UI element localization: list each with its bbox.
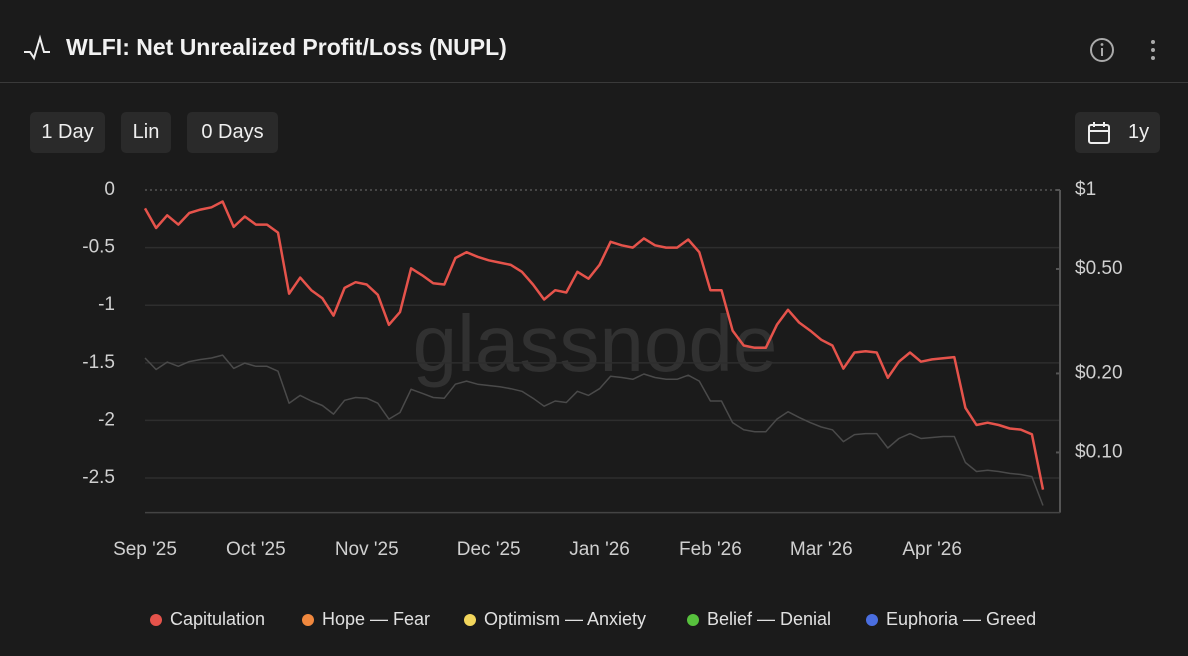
y-tick-label: -0.5 bbox=[82, 237, 115, 258]
y2-tick-label: $0.50 bbox=[1075, 258, 1123, 279]
average-button[interactable]: 0 Days bbox=[187, 112, 278, 153]
x-tick-label: Oct '25 bbox=[226, 539, 286, 560]
x-tick-label: Jan '26 bbox=[569, 539, 630, 560]
legend-label: Hope — Fear bbox=[322, 609, 430, 629]
y-tick-label: -1 bbox=[98, 294, 115, 315]
legend-swatch bbox=[150, 614, 162, 626]
y-tick-label: -2.5 bbox=[82, 467, 115, 488]
info-button[interactable] bbox=[1089, 37, 1115, 63]
range-button[interactable]: 1y bbox=[1075, 112, 1160, 153]
legend-label: Euphoria — Greed bbox=[886, 609, 1036, 629]
y2-tick-label: $1 bbox=[1075, 179, 1096, 200]
y2-tick-label: $0.20 bbox=[1075, 362, 1123, 383]
x-tick-label: Nov '25 bbox=[335, 539, 399, 560]
x-tick-label: Apr '26 bbox=[902, 539, 962, 560]
range-label: 1y bbox=[1128, 121, 1150, 143]
calendar-icon bbox=[1088, 122, 1110, 144]
y-tick-label: 0 bbox=[104, 179, 115, 200]
legend-label: Belief — Denial bbox=[707, 609, 831, 629]
menu-button[interactable] bbox=[1145, 37, 1161, 63]
y-tick-label: -1.5 bbox=[82, 352, 115, 373]
legend-swatch bbox=[687, 614, 699, 626]
y2-tick-label: $0.10 bbox=[1075, 441, 1123, 462]
x-tick-label: Mar '26 bbox=[790, 539, 853, 560]
legend-label: Optimism — Anxiety bbox=[484, 609, 646, 629]
legend-swatch bbox=[464, 614, 476, 626]
y-tick-label: -2 bbox=[98, 409, 115, 430]
chart-icon bbox=[24, 34, 50, 61]
legend-swatch bbox=[866, 614, 878, 626]
title: WLFI: Net Unrealized Profit/Loss (NUPL) bbox=[66, 34, 507, 60]
x-tick-label: Feb '26 bbox=[679, 539, 742, 560]
x-tick-label: Sep '25 bbox=[113, 539, 177, 560]
nupl-line bbox=[143, 200, 1045, 490]
scale-button[interactable]: Lin bbox=[121, 112, 171, 153]
watermark: glassnode bbox=[413, 299, 778, 388]
legend-label: Capitulation bbox=[170, 609, 265, 629]
header: WLFI: Net Unrealized Profit/Loss (NUPL) bbox=[0, 0, 1188, 83]
legend-swatch bbox=[302, 614, 314, 626]
x-tick-label: Dec '25 bbox=[457, 539, 521, 560]
resolution-button[interactable]: 1 Day bbox=[30, 112, 105, 153]
price-line bbox=[144, 354, 1044, 506]
